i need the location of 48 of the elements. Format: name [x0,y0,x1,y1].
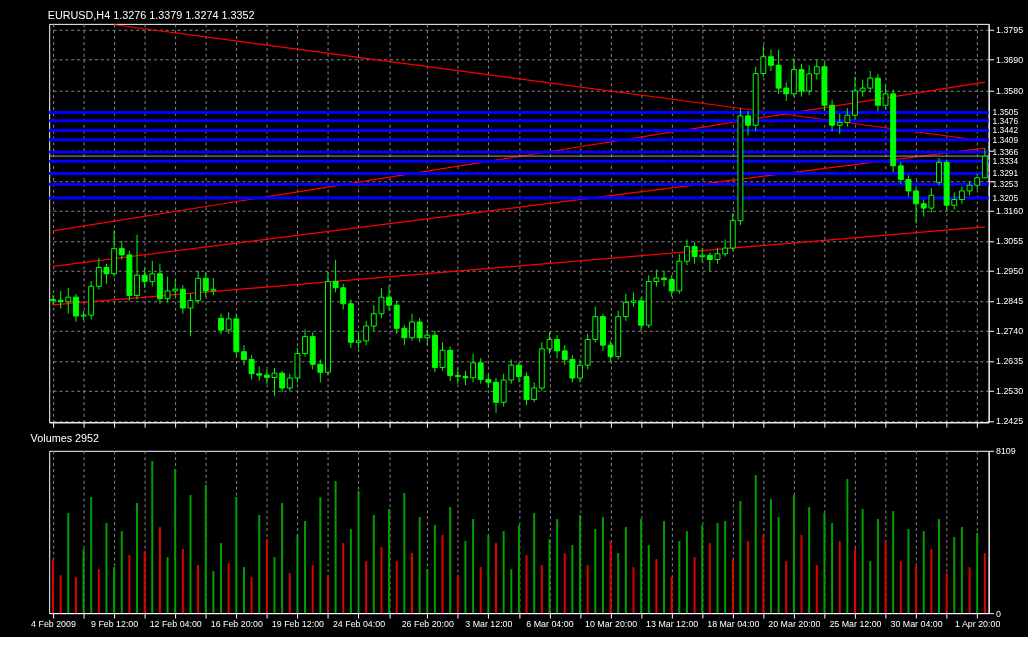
ref-line-label: 1.3505 [992,107,1019,118]
ref-line-label: 1.3334 [992,156,1019,167]
x-tick-label: 1 Apr 20:00 [955,619,1001,630]
y-tick-label: 1.3795 [996,25,1024,36]
candlestick [981,147,988,179]
x-tick-label: 3 Mar 12:00 [465,619,513,630]
y-tick-label: 1.2950 [996,266,1024,277]
candlestick [409,313,415,342]
y-tick-label: 1.2635 [996,356,1024,367]
ref-line-label: 1.3442 [992,125,1019,136]
x-tick-label: 10 Mar 20:00 [585,619,638,630]
x-tick-label: 19 Feb 12:00 [271,619,325,630]
x-tick-label: 18 Mar 04:00 [707,619,760,630]
chart-title: Volumes 2952 [30,431,100,444]
x-tick-label: 30 Mar 04:00 [890,619,943,630]
x-tick-label: 13 Mar 12:00 [646,619,699,630]
y-tick-label: 1.3580 [996,86,1024,97]
x-tick-label: 6 Mar 04:00 [526,619,574,630]
y-tick-label: 1.2740 [996,326,1024,337]
ref-line-label: 1.3205 [992,193,1019,204]
x-tick-label: 12 Feb 04:00 [149,619,202,630]
candlestick [134,234,140,300]
x-tick-label: 26 Feb 20:00 [401,619,454,630]
y-tick-label: 0 [996,608,1002,619]
ref-line-label: 1.3476 [992,115,1019,126]
candlestick [50,294,56,306]
candlestick [493,377,499,414]
y-tick-label: 1.2425 [996,416,1024,427]
ref-line-label: 1.3366 [992,147,1019,158]
ref-line-label: 1.3409 [992,134,1019,145]
y-tick-label: 1.2530 [996,386,1024,397]
ref-line-label: 1.3253 [992,179,1019,190]
candlestick [577,358,583,383]
candlestick [218,313,224,335]
y-tick-label: 1.3160 [996,206,1024,217]
x-tick-label: 20 Mar 20:00 [768,619,821,630]
candlestick [936,157,942,186]
y-tick-label: 8109 [996,446,1016,457]
x-tick-label: 24 Feb 04:00 [332,619,386,630]
x-tick-label: 16 Feb 20:00 [210,619,263,630]
chart-title: EURUSD,H4 1.3276 1.3379 1.3274 1.3352 [47,8,255,21]
ref-line-label: 1.3291 [992,168,1019,179]
y-tick-label: 1.3055 [996,236,1024,247]
x-tick-label: 9 Feb 12:00 [91,619,139,630]
x-tick-label: 4 Feb 2009 [31,619,76,630]
y-tick-label: 1.3690 [996,55,1024,66]
y-tick-label: 1.2845 [996,296,1024,307]
x-tick-label: 25 Mar 12:00 [829,619,882,630]
